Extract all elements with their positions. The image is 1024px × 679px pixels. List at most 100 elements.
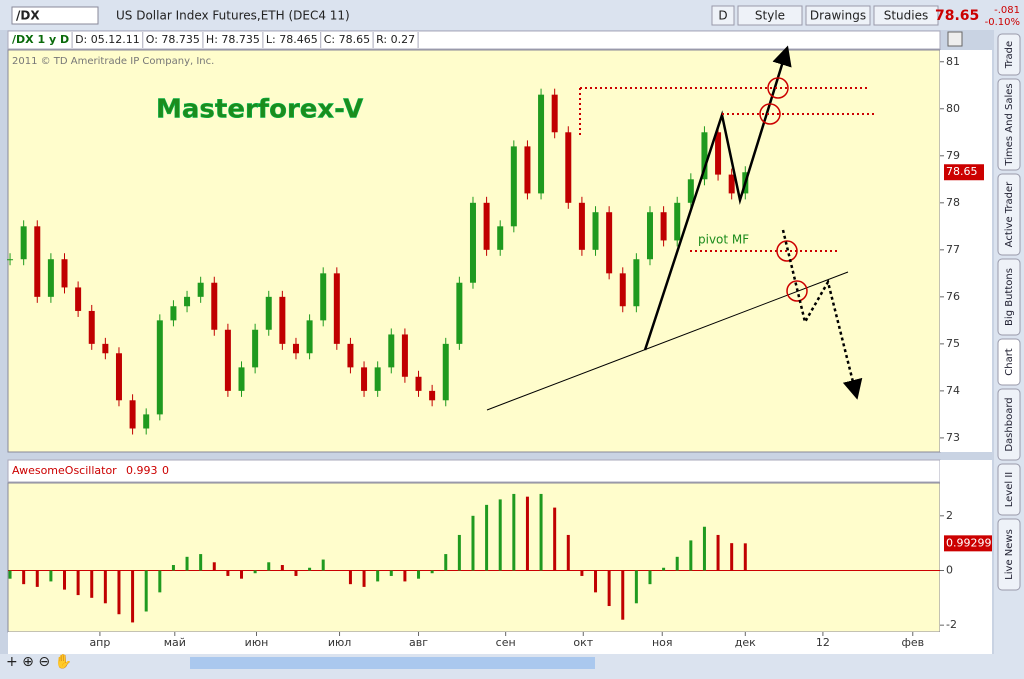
x-tick-label: окт xyxy=(573,636,593,649)
candle xyxy=(156,320,163,415)
candle xyxy=(728,174,735,194)
osc-bar xyxy=(267,562,271,571)
candle xyxy=(224,329,231,391)
osc-bar xyxy=(621,570,625,620)
osc-bar xyxy=(648,570,652,585)
candle xyxy=(538,94,545,194)
osc-bar xyxy=(117,570,121,615)
scrollbar[interactable] xyxy=(190,657,595,669)
x-tick-label: июл xyxy=(328,636,351,649)
toolbar-button[interactable] xyxy=(805,5,871,26)
candle xyxy=(660,212,667,241)
candle xyxy=(88,310,95,344)
candle xyxy=(34,226,41,297)
osc-bar xyxy=(280,565,284,571)
osc-bar xyxy=(457,534,461,571)
osc-bar xyxy=(498,499,502,571)
candle xyxy=(483,202,490,250)
price-axis xyxy=(940,50,992,452)
candle xyxy=(456,282,463,344)
candle xyxy=(510,146,517,227)
osc-bar xyxy=(580,570,584,576)
candle xyxy=(578,202,585,250)
side-tab-label: Chart xyxy=(1004,348,1015,376)
candle xyxy=(388,334,395,368)
osc-bar xyxy=(212,562,216,571)
symbol-box[interactable] xyxy=(11,6,99,25)
osc-param: 0 xyxy=(162,464,169,477)
osc-bar xyxy=(348,570,352,585)
osc-bar xyxy=(49,570,53,582)
last-price-box xyxy=(944,164,984,181)
candle xyxy=(143,414,150,429)
side-tab[interactable] xyxy=(997,258,1021,336)
change: -.081 xyxy=(994,5,1020,16)
side-tab[interactable] xyxy=(997,78,1021,171)
candle xyxy=(469,202,476,283)
candle xyxy=(415,376,422,391)
y-tick-label: 75 xyxy=(946,337,960,350)
side-tab[interactable] xyxy=(997,338,1021,386)
change-pct: -0.10% xyxy=(985,17,1020,28)
info-field: O: 78.735 xyxy=(146,33,200,46)
toolbar-button[interactable] xyxy=(873,5,939,26)
candle xyxy=(265,296,272,330)
x-tick-label: 12 xyxy=(816,636,830,649)
candle xyxy=(687,179,694,203)
side-tab[interactable] xyxy=(997,518,1021,591)
side-tab[interactable] xyxy=(997,388,1021,461)
candle xyxy=(592,212,599,250)
side-tab-label: Live News xyxy=(1004,529,1015,580)
osc-bar xyxy=(730,543,734,571)
chart-settings[interactable] xyxy=(947,31,963,47)
candle xyxy=(211,282,218,330)
info-field: D: 05.12.11 xyxy=(75,33,140,46)
toolbar-button[interactable] xyxy=(737,5,803,26)
candle xyxy=(292,343,299,354)
candle xyxy=(306,320,313,354)
side-tab[interactable] xyxy=(997,173,1021,256)
osc-bar xyxy=(185,556,189,571)
last-price-label: 78.65 xyxy=(946,165,978,178)
osc-bar xyxy=(131,570,135,623)
side-tab-label: Dashboard xyxy=(1004,397,1015,451)
candle xyxy=(701,132,708,180)
osc-bar xyxy=(471,515,475,571)
candle xyxy=(320,273,327,321)
side-tab[interactable] xyxy=(997,33,1021,76)
candle xyxy=(47,259,54,297)
osc-bar xyxy=(90,570,94,598)
candle xyxy=(184,296,191,307)
osc-bar xyxy=(634,570,638,604)
x-axis xyxy=(8,632,992,654)
y-tick-label: -2 xyxy=(946,618,957,631)
side-tab-label: Times And Sales xyxy=(1004,83,1015,166)
side-tab-label: Trade xyxy=(1004,41,1015,69)
candle xyxy=(7,259,14,261)
osc-param: 0.993 xyxy=(126,464,158,477)
osc-bar xyxy=(253,570,257,574)
x-tick-label: май xyxy=(164,636,186,649)
candle xyxy=(252,329,259,368)
candle xyxy=(646,212,653,260)
y-tick-label: 2 xyxy=(946,509,953,522)
osc-bar xyxy=(158,570,162,593)
candle xyxy=(115,353,122,401)
osc-bar xyxy=(8,570,12,579)
candle xyxy=(619,273,626,307)
osc-bar xyxy=(22,570,26,585)
last-value-label: 0.99299 xyxy=(946,536,992,549)
x-tick-label: авг xyxy=(409,636,428,649)
osc-bar xyxy=(294,570,298,576)
osc-bar xyxy=(389,570,393,576)
y-tick-label: 81 xyxy=(946,55,960,68)
x-tick-label: фев xyxy=(901,636,924,649)
toolbar-button[interactable] xyxy=(711,5,735,26)
y-tick-label: 78 xyxy=(946,196,960,209)
osc-bar xyxy=(566,534,570,571)
side-tab[interactable] xyxy=(997,463,1021,516)
osc-bar xyxy=(362,570,366,587)
candle xyxy=(279,296,286,344)
zoom-tools[interactable]: + ⊕ ⊖ ✋ xyxy=(6,653,72,670)
